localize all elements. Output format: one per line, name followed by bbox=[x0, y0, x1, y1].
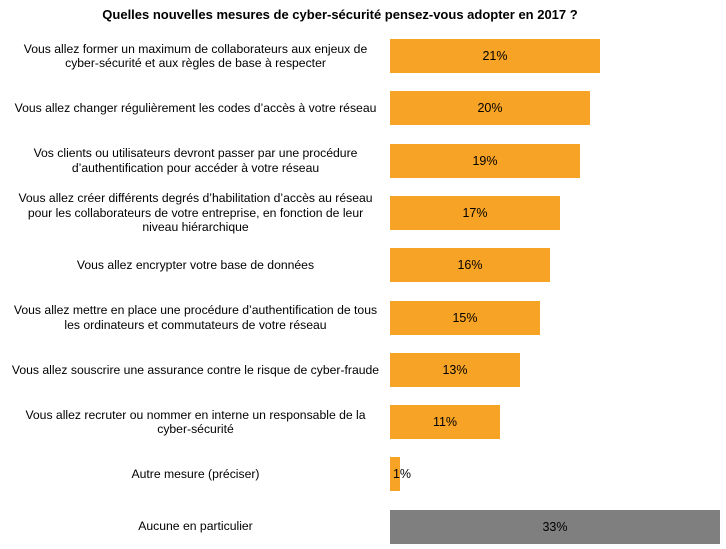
category-label: Vous allez créer différents degrés d’hab… bbox=[18, 191, 373, 235]
data-label: 19% bbox=[472, 153, 498, 168]
data-label: 1% bbox=[392, 467, 412, 482]
chart-title: Quelles nouvelles mesures de cyber-sécur… bbox=[102, 7, 578, 22]
category-label: Vous allez mettre en place une procédure… bbox=[13, 303, 378, 332]
data-label: 33% bbox=[542, 519, 568, 534]
category-label: Vous allez changer régulièrement les cod… bbox=[14, 101, 377, 116]
category-label: Vous allez former un maximum de collabor… bbox=[23, 41, 368, 71]
bar bbox=[390, 248, 550, 283]
data-label: 15% bbox=[452, 310, 478, 325]
data-label: 17% bbox=[462, 205, 488, 220]
bar bbox=[390, 405, 500, 440]
bar bbox=[390, 195, 560, 230]
bar bbox=[390, 39, 600, 73]
bar bbox=[390, 91, 590, 126]
category-label: Vos clients ou utilisateurs devront pass… bbox=[33, 146, 358, 175]
category-label: Autre mesure (préciser) bbox=[131, 467, 260, 482]
data-label: 20% bbox=[477, 101, 503, 116]
bar bbox=[390, 352, 520, 387]
data-label: 13% bbox=[442, 362, 468, 377]
bar bbox=[390, 143, 580, 178]
data-label: 11% bbox=[432, 415, 458, 430]
category-label: Vous allez encrypter votre base de donné… bbox=[76, 257, 315, 272]
category-label: Vous allez souscrire une assurance contr… bbox=[11, 362, 380, 377]
data-label: 21% bbox=[482, 49, 508, 63]
bar bbox=[390, 457, 400, 492]
bar bbox=[390, 509, 720, 544]
bar bbox=[390, 300, 540, 335]
category-label: Aucune en particulier bbox=[138, 519, 253, 534]
category-label: Vous allez recruter ou nommer en interne… bbox=[25, 407, 366, 437]
data-label: 16% bbox=[457, 258, 483, 273]
